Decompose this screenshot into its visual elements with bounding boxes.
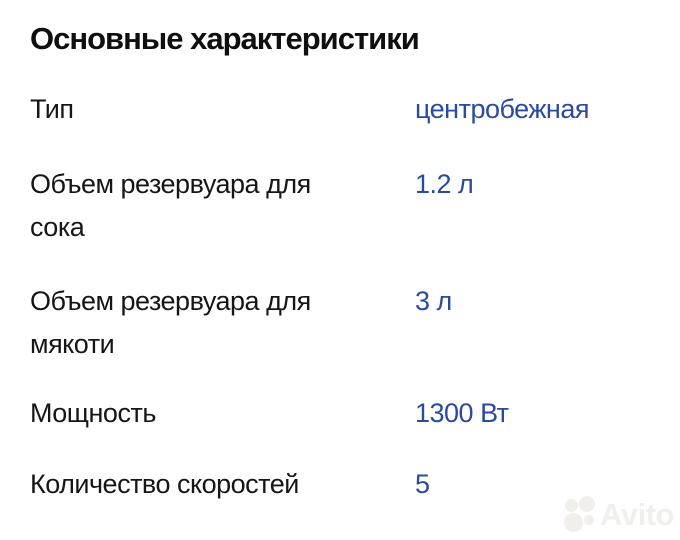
avito-watermark: Avito bbox=[560, 494, 676, 536]
spec-value-link[interactable]: 1300 Вт bbox=[415, 398, 509, 428]
spec-row-juice-tank-volume: Объем резервуара для сока 1.2 л bbox=[30, 163, 672, 249]
spec-value-link[interactable]: центробежная bbox=[415, 94, 589, 124]
spec-row-speed-count: Количество скоростей 5 bbox=[30, 463, 672, 506]
spec-row-type: Тип центробежная bbox=[30, 88, 672, 131]
spec-value-link[interactable]: 3 л bbox=[415, 286, 452, 316]
spec-label: Мощность bbox=[30, 398, 156, 428]
avito-logo-icon bbox=[560, 495, 598, 535]
spec-row-pulp-tank-volume: Объем резервуара для мякоти 3 л bbox=[30, 280, 672, 366]
spec-row-power: Мощность 1300 Вт bbox=[30, 392, 672, 435]
spec-label: Объем резервуара для мякоти bbox=[30, 286, 311, 359]
avito-watermark-text: Avito bbox=[600, 497, 674, 532]
spec-value-link[interactable]: 1.2 л bbox=[415, 169, 474, 199]
spec-label: Тип bbox=[30, 94, 74, 124]
spec-label: Количество скоростей bbox=[30, 469, 299, 499]
section-title: Основные характеристики bbox=[30, 21, 420, 56]
spec-label: Объем резервуара для сока bbox=[30, 169, 311, 242]
spec-value-link[interactable]: 5 bbox=[415, 469, 430, 499]
